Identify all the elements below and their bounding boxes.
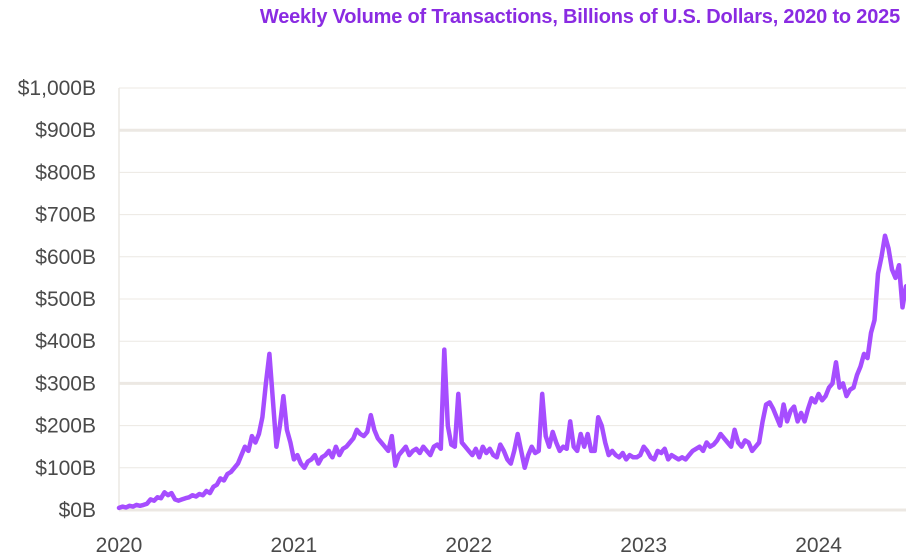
y-tick-label: $900B bbox=[35, 119, 96, 142]
series-line bbox=[116, 233, 906, 511]
x-axis-tick-labels: 2020 2021 2022 2023 2024 bbox=[96, 534, 843, 557]
y-tick-label: $500B bbox=[35, 288, 96, 311]
gridlines bbox=[119, 87, 906, 512]
y-tick-label: $700B bbox=[35, 204, 96, 227]
x-tick-label: 2024 bbox=[795, 534, 842, 557]
y-tick-label: $800B bbox=[35, 161, 96, 184]
y-tick-label: $100B bbox=[35, 457, 96, 480]
y-tick-label: $200B bbox=[35, 415, 96, 438]
chart-title: Weekly Volume of Transactions, Billions … bbox=[259, 6, 900, 28]
y-tick-label: $0B bbox=[59, 499, 96, 522]
y-tick-label: $600B bbox=[35, 246, 96, 269]
y-axis-tick-labels: $0B $100B $200B $300B $400B $500B $600B $700B $8… bbox=[18, 77, 96, 522]
y-tick-label: $400B bbox=[35, 330, 96, 353]
x-tick-label: 2021 bbox=[271, 534, 318, 557]
y-tick-label: $300B bbox=[35, 372, 96, 395]
x-tick-label: 2023 bbox=[620, 534, 667, 557]
x-tick-label: 2020 bbox=[96, 534, 143, 557]
x-tick-label: 2022 bbox=[445, 534, 492, 557]
y-tick-label: $1,000B bbox=[18, 77, 96, 100]
